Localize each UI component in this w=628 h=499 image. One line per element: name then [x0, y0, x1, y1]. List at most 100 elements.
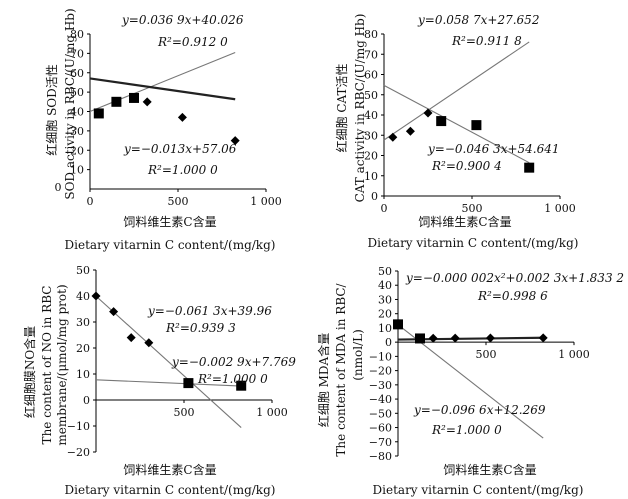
cat-trend1-eq: y=0.058 7x+27.652	[417, 13, 539, 27]
mda-y-tick-label: −80	[369, 450, 392, 463]
no-xlabel-zh: 饲料维生素C含量	[123, 462, 216, 477]
sod-data-point	[177, 112, 187, 122]
mda-ylabel-en2: (nmol/L)	[351, 329, 365, 381]
no-trend1-eq: y=−0.061 3x+39.96	[147, 304, 272, 318]
cat-ylabel-en: CAT activity in RBC/(U/mg Hb)	[353, 14, 367, 203]
cat-x-tick-label: 500	[462, 202, 483, 215]
cat-xlabel-en: Dietary vitarnin C content/(mg/kg)	[368, 236, 579, 250]
sod-data-point	[230, 136, 240, 146]
mda-ylabel-zh: 红细胞 MDA含量	[316, 333, 331, 427]
sod-x-tick-label: 500	[168, 195, 189, 208]
sod-y-tick-label: 30	[70, 125, 84, 138]
no-y-tick-label: 50	[76, 264, 90, 277]
no-plot-area: −20 −10 0 10 20 30 40 50 500 1 000	[67, 264, 288, 459]
mda-y-tick-label: −50	[369, 407, 392, 420]
mda-y-tick-label: −70	[369, 436, 392, 449]
no-data-point	[91, 291, 101, 301]
no-y-tick-label: −10	[67, 420, 90, 433]
no-data-point	[144, 338, 154, 348]
sod-trend2-eq: y=−0.013x+57.06	[123, 142, 237, 156]
no-data-point	[183, 378, 194, 389]
sod-trend1-r2: R²=0.912 0	[157, 35, 228, 49]
no-data-point	[236, 380, 247, 391]
mda-y-tick-label: 10	[378, 322, 392, 335]
mda-x-tick-label: 500	[476, 348, 497, 361]
sod-y-tick-label: 20	[70, 144, 84, 157]
mda-y-tick-label: 50	[378, 265, 392, 278]
cat-y-tick-label: 0	[371, 190, 378, 203]
sod-y-tick-label: 40	[70, 106, 84, 119]
sod-y-tick-label: 50	[70, 86, 84, 99]
mda-data-point	[450, 333, 460, 343]
cat-y-tick-label: 60	[364, 69, 378, 82]
no-y-tick-label: 10	[76, 368, 90, 381]
cat-ylabel-zh: 红细胞 CAT活性	[334, 63, 349, 152]
mda-data-point	[393, 319, 403, 330]
sod-trend1-eq: y=0.036 9x+40.026	[121, 13, 244, 27]
sod-ylabel-zh: 红细胞 SOD活性	[44, 64, 59, 156]
cat-xlabel-zh: 饲料维生素C含量	[418, 214, 511, 229]
mda-trend2-eq: y=−0.096 6x+12.269	[413, 403, 546, 417]
mda-y-tick-label: −30	[369, 379, 392, 392]
cat-data-point	[405, 126, 415, 136]
mda-y-tick-label: 40	[378, 279, 392, 292]
cat-y-tick-label: 50	[364, 89, 378, 102]
no-ylabel-en1: The content of NO in RBC	[40, 286, 54, 445]
sod-data-point	[111, 96, 122, 107]
no-trendline-2	[95, 379, 242, 387]
mda-y-tick-label: 20	[378, 308, 392, 321]
sod-trend2-r2: R²=1.000 0	[147, 163, 218, 177]
no-trend2-r2: R²=1.000 0	[197, 372, 268, 386]
sod-data-point	[93, 108, 104, 119]
mda-y-tick-label: −20	[369, 365, 392, 378]
no-ylabel-en2: membrane/(μmol/mg prot)	[55, 284, 69, 445]
cat-x-tick-label: 1 000	[544, 202, 576, 215]
sod-origin-label: 0	[55, 181, 62, 194]
cat-y-tick-label: 30	[364, 129, 378, 142]
cat-y-tick-label: 10	[364, 170, 378, 183]
mda-data-point	[415, 333, 425, 344]
cat-y-tick-label: 20	[364, 150, 378, 163]
mda-xlabel-en: Dietary vitarnin C content/(mg/kg)	[373, 483, 584, 497]
no-y-tick-label: 0	[83, 394, 90, 407]
cat-x-tick-label: 0	[381, 202, 388, 215]
mda-y-tick-label: 0	[385, 336, 392, 349]
sod-trendline-2	[89, 77, 236, 101]
sod-plot-area: 10 20 30 40 50 60 70 80 0 500 1 000	[70, 28, 282, 208]
mda-data-point	[428, 333, 438, 343]
mda-trend1-r2: R²=0.998 6	[477, 289, 548, 303]
cat-data-point	[524, 162, 535, 173]
chart-cat: 0 10 20 30 40 50 60 70 80 0 500 1 000 红细胞 CAT活性 CAT…	[334, 13, 578, 250]
cat-trend2-eq: y=−0.046 3x+54.641	[427, 142, 560, 156]
cat-data-point	[471, 120, 482, 131]
mda-data-point	[538, 333, 548, 343]
mda-xlabel-zh: 饲料维生素C含量	[443, 462, 536, 477]
no-y-tick-label: 20	[76, 342, 90, 355]
mda-trend1-eq: y=−0.000 002x²+0.002 3x+1.833 2	[405, 271, 624, 285]
no-y-tick-label: 40	[76, 290, 90, 303]
sod-xlabel-en: Dietary vitarnin C content/(mg/kg)	[65, 238, 276, 252]
sod-y-tick-label: 70	[70, 47, 84, 60]
chart-no: −20 −10 0 10 20 30 40 50 500 1 000 红细胞膜NO含量 The c…	[22, 264, 296, 497]
no-trend1-r2: R²=0.939 3	[165, 321, 236, 335]
no-data-point	[109, 307, 119, 317]
sod-xlabel-zh: 饲料维生素C含量	[123, 214, 216, 229]
no-ylabel-zh: 红细胞膜NO含量	[22, 326, 37, 418]
no-trend2-eq: y=−0.002 9x+7.769	[171, 355, 296, 369]
mda-y-tick-label: 30	[378, 293, 392, 306]
cat-data-point	[423, 108, 433, 118]
cat-y-tick-label: 80	[364, 28, 378, 41]
sod-y-tick-label: 80	[70, 28, 84, 41]
cat-plot-area: 0 10 20 30 40 50 60 70 80 0 500 1 000	[364, 28, 576, 215]
mda-y-tick-label: −10	[369, 350, 392, 363]
sod-y-tick-label: 10	[70, 164, 84, 177]
chart-sod: 10 20 30 40 50 60 70 80 0 500 1 000 红细胞 SOD活性 SOD …	[44, 8, 282, 252]
no-x-tick-label: 1 000	[256, 406, 288, 419]
mda-x-tick-label: 1 000	[558, 348, 590, 361]
cat-trendline-1	[383, 41, 530, 141]
sod-ylabel-en: SOD activity in RBC/(U/mg Hb)	[63, 8, 77, 199]
no-xlabel-en: Dietary vitarnin C content/(mg/kg)	[65, 483, 276, 497]
